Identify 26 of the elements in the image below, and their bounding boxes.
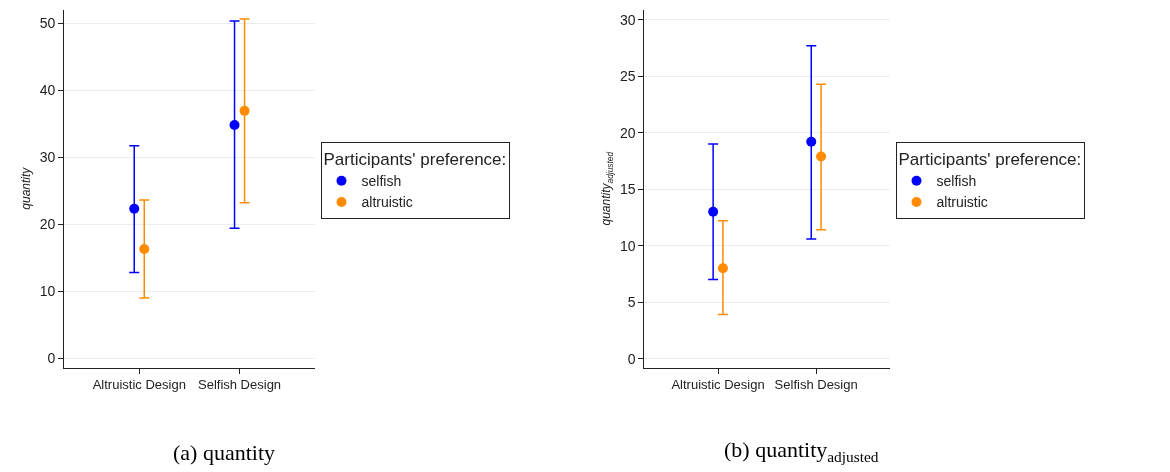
x-tick-label: Selfish Design (197, 377, 282, 393)
y-tick-label: 10 (39, 283, 56, 300)
x-tick-label: Altruistic Design (671, 377, 765, 393)
y-tick-label: 15 (620, 181, 636, 198)
y-tick-label: 25 (620, 68, 636, 85)
legend-label: altruistic (361, 194, 413, 211)
y-tick-label: 30 (39, 149, 56, 166)
y-tick-label: 20 (39, 216, 56, 233)
legend-label: altruistic (936, 194, 988, 211)
text: (a) quantity (173, 440, 276, 465)
legend-label: selfish (361, 173, 402, 190)
y-tick-label: 10 (620, 237, 636, 254)
y-tick-label: 40 (39, 81, 56, 98)
y-tick-label: 20 (620, 124, 636, 141)
y-axis-title: quantity (18, 166, 33, 210)
legend-label: selfish (936, 173, 977, 190)
text: (b) quantity$_{adjusted}$ (724, 437, 879, 465)
y-tick-label: 0 (47, 350, 56, 367)
y-tick-label: 30 (620, 11, 636, 28)
legend-title: Participants' preference: (323, 150, 507, 170)
legend-title: Participants' preference: (898, 150, 1082, 170)
y-tick-label: 0 (627, 350, 636, 367)
x-tick-label: Altruistic Design (92, 377, 186, 393)
x-tick-label: Selfish Design (774, 377, 858, 393)
y-tick-label: 50 (39, 14, 56, 31)
y-tick-label: 5 (627, 294, 636, 311)
